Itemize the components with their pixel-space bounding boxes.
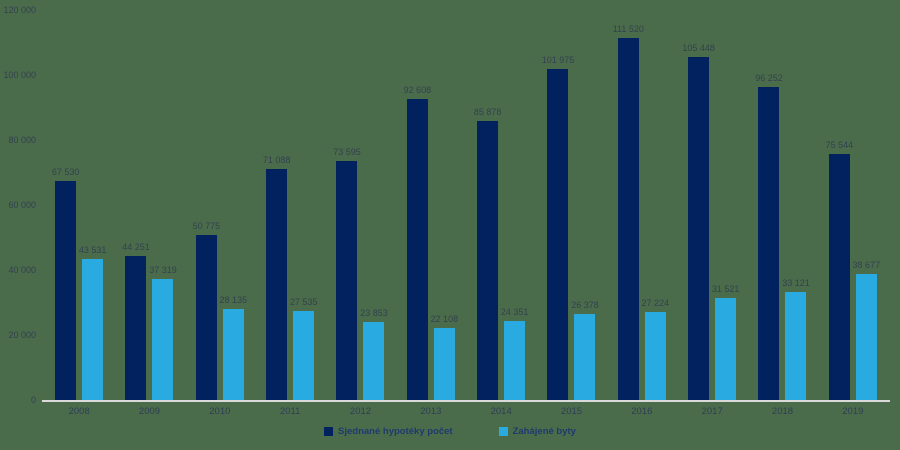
mortgages-value-label: 105 448 [682,43,715,54]
housing-starts-bar [574,314,596,400]
housing-starts-bar [293,310,315,400]
mortgages-bar [547,68,569,400]
bar-group: 71 088 27 535 [255,0,325,400]
housing-starts-bar [222,308,244,400]
housing-starts-value-label: 37 319 [149,264,177,275]
bar-group: 85 878 24 351 [466,0,536,400]
x-axis-year-label: 2019 [842,406,864,417]
housing-starts-value-label: 31 521 [711,283,740,294]
bar-group: 44 251 37 319 [114,0,184,400]
housing-starts-value-label: 33 121 [782,278,810,289]
x-axis-baseline [42,400,890,402]
housing-starts-bar [363,322,385,400]
y-axis-tick-label: 120 000 [3,5,36,15]
bar-group: 105 448 31 521 [677,0,747,400]
housing-starts-value-label: 22 108 [430,314,459,325]
legend-item-mortgages: Sjednané hypotéky počet [324,426,453,437]
x-axis-year-label: 2017 [701,406,723,417]
housing-starts-value-label: 43 531 [78,244,107,255]
mortgages-legend-swatch-icon [324,427,334,436]
mortgages-bar [336,160,358,400]
housing-starts-value-label: 27 535 [289,296,318,307]
x-axis-year-label: 2015 [560,406,583,417]
x-axis-year-label: 2018 [771,406,794,417]
mortgages-value-label: 44 251 [122,242,150,253]
mortgages-value-label: 111 520 [612,23,644,34]
mortgages-bar [55,180,77,400]
y-axis-tick-label: 100 000 [3,70,36,80]
housing-starts-value-label: 23 853 [360,308,388,319]
mortgages-bar [617,37,639,400]
mortgages-value-label: 101 975 [541,54,575,65]
housing-starts-value-label: 24 351 [500,306,529,317]
housing-starts-bar [785,292,807,400]
bar-group: 67 530 43 531 [44,0,114,400]
mortgages-bar [688,57,710,400]
x-axis-year-label: 2008 [68,406,90,417]
y-axis-tick-label: 80 000 [8,135,36,145]
y-axis-tick-label: 40 000 [8,265,36,275]
x-axis-year-label: 2013 [420,406,442,417]
mortgages-bar [477,120,499,400]
bar-group: 50 775 28 135 [185,0,255,400]
housing-starts-bar [504,320,526,400]
housing-starts-bar [855,274,877,400]
x-axis-year-label: 2010 [209,406,231,417]
bar-group: 96 252 33 121 [747,0,817,400]
mortgages-value-label: 50 775 [192,220,221,231]
bar-group: 101 975 26 378 [536,0,606,400]
mortgages-value-label: 92 608 [403,85,432,96]
legend-label: Sjednané hypotéky počet [338,426,453,437]
x-axis-year-label: 2011 [279,406,301,417]
mortgages-value-label: 96 252 [755,73,783,84]
mortgages-bar [758,87,780,400]
legend-label: Zahájené byty [512,426,576,437]
mortgages-bar [406,99,428,400]
housing-starts-bar [152,278,174,400]
x-axis-year-label: 2014 [490,406,512,417]
x-axis-year-label: 2012 [349,406,372,417]
housing-starts-bar [644,311,666,400]
bar-group: 73 595 23 853 [325,0,395,400]
y-axis-tick-label: 0 [30,395,36,405]
housing-starts-bar [82,258,104,400]
legend: Sjednané hypotéky počet Zahájené byty [0,426,900,437]
y-axis-tick-label: 60 000 [8,200,36,210]
housing-starts-value-label: 38 677 [852,260,881,271]
housing-starts-value-label: 27 224 [641,297,670,308]
housing-starts-bar [715,297,737,400]
bar-group: 111 520 27 224 [607,0,677,400]
mortgages-value-label: 75 544 [825,140,854,151]
legend-item-housing-starts: Zahájené byty [498,426,576,437]
bar-group: 92 608 22 108 [396,0,466,400]
mortgages-bar [195,234,217,400]
x-axis-year-label: 2016 [631,406,653,417]
housing-starts-value-label: 28 135 [219,294,248,305]
housing-starts-bar [433,328,455,400]
bar-group: 75 544 38 677 [818,0,888,400]
mortgages-value-label: 67 530 [51,166,80,177]
housing-starts-legend-swatch-icon [498,427,508,436]
mortgages-bar [828,154,850,400]
y-axis-tick-label: 20 000 [8,330,36,340]
mortgages-value-label: 71 088 [262,154,291,165]
mortgages-value-label: 73 595 [333,146,361,157]
mortgages-bar [125,256,147,400]
x-axis-year-label: 2009 [138,406,161,417]
housing-starts-value-label: 26 378 [571,300,599,311]
mortgages-value-label: 85 878 [473,106,502,117]
mortgages-bar [266,168,288,400]
